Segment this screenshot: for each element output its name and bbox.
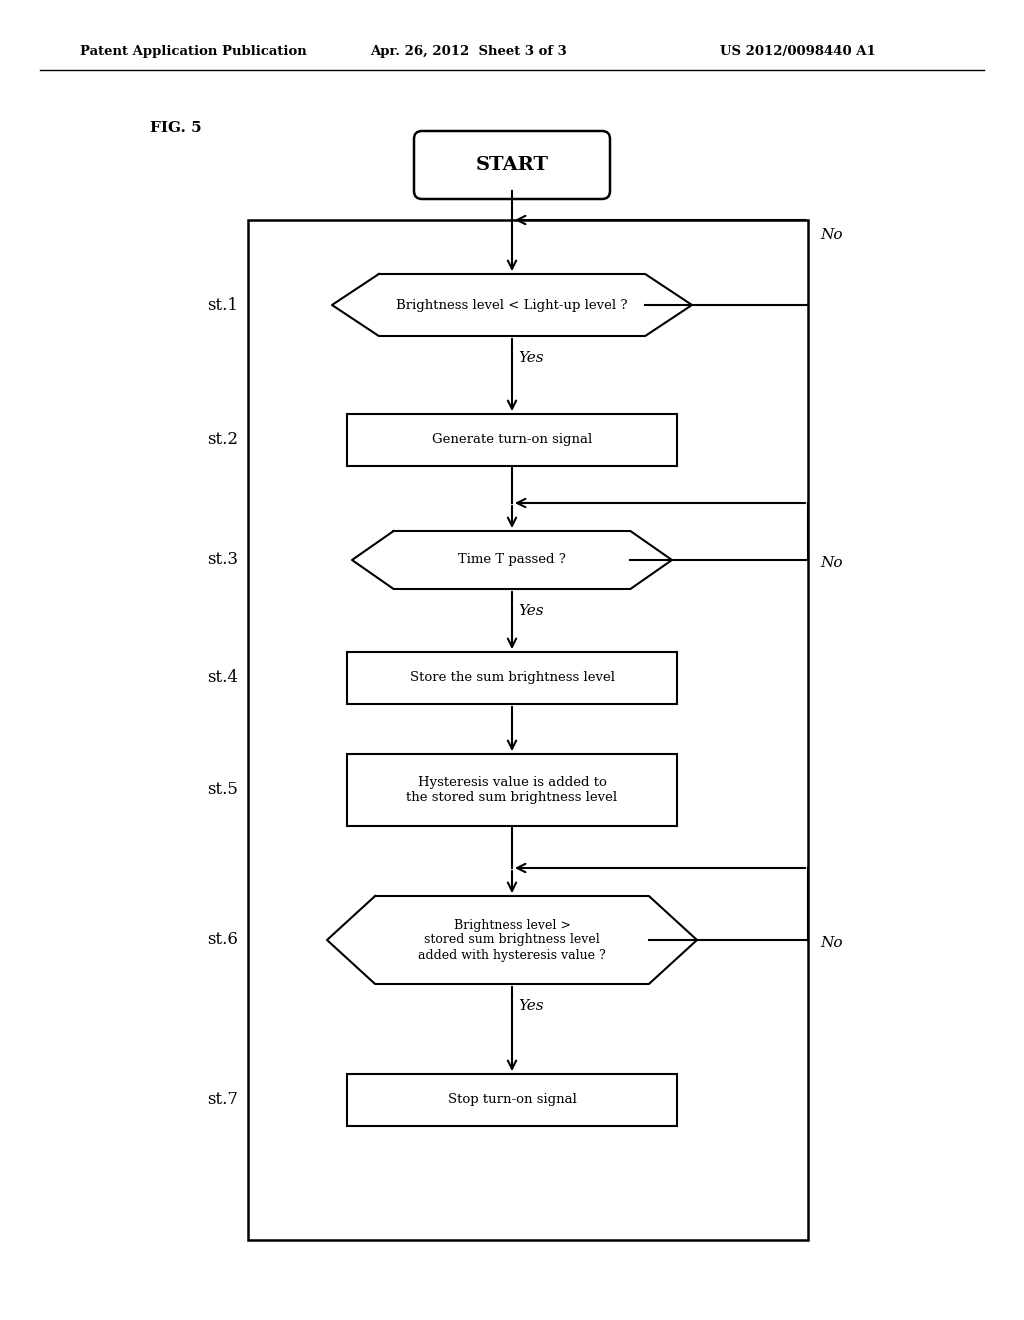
Text: FIG. 5: FIG. 5 <box>150 121 202 135</box>
Bar <box>347 754 677 826</box>
Text: No: No <box>820 228 843 242</box>
Text: Apr. 26, 2012  Sheet 3 of 3: Apr. 26, 2012 Sheet 3 of 3 <box>370 45 566 58</box>
Text: st.2: st.2 <box>207 432 238 449</box>
Text: Hysteresis value is added to
the stored sum brightness level: Hysteresis value is added to the stored … <box>407 776 617 804</box>
Text: Yes: Yes <box>518 605 544 618</box>
Text: st.4: st.4 <box>207 669 238 686</box>
Text: No: No <box>820 936 843 950</box>
Bar <box>347 652 677 704</box>
Text: Yes: Yes <box>518 351 544 366</box>
Text: Yes: Yes <box>518 999 544 1012</box>
Bar <box>248 220 808 1239</box>
Text: st.5: st.5 <box>207 781 238 799</box>
FancyBboxPatch shape <box>414 131 610 199</box>
Text: st.6: st.6 <box>207 932 238 949</box>
Bar <box>347 1074 677 1126</box>
Text: st.1: st.1 <box>207 297 238 314</box>
Text: Patent Application Publication: Patent Application Publication <box>80 45 307 58</box>
Text: st.3: st.3 <box>207 552 238 569</box>
Text: START: START <box>475 156 549 174</box>
Text: Time T passed ?: Time T passed ? <box>458 553 566 566</box>
Text: No: No <box>820 556 843 570</box>
Text: Generate turn-on signal: Generate turn-on signal <box>432 433 592 446</box>
Text: Brightness level < Light-up level ?: Brightness level < Light-up level ? <box>396 298 628 312</box>
Text: Brightness level >
stored sum brightness level
added with hysteresis value ?: Brightness level > stored sum brightness… <box>418 919 606 961</box>
Bar <box>347 414 677 466</box>
Text: US 2012/0098440 A1: US 2012/0098440 A1 <box>720 45 876 58</box>
Text: Store the sum brightness level: Store the sum brightness level <box>410 672 614 685</box>
Text: Stop turn-on signal: Stop turn-on signal <box>447 1093 577 1106</box>
Text: st.7: st.7 <box>207 1092 238 1109</box>
